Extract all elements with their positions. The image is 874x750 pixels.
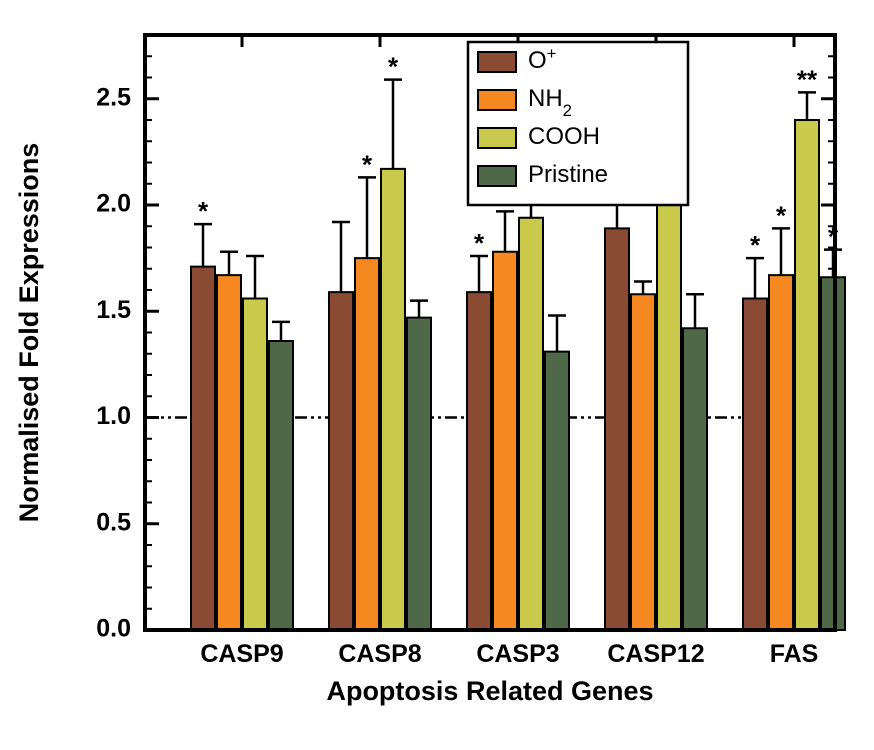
y-tick-label: 2.5 [96,83,131,111]
bar [683,328,707,630]
bar [243,299,267,631]
bar [743,299,767,631]
x-tick-label: CASP9 [200,640,283,668]
x-tick-label: CASP12 [607,640,704,668]
significance-marker: * [388,52,399,82]
y-tick-label: 0.0 [96,615,131,643]
bar [355,258,379,630]
bar [795,120,819,630]
bar [217,275,241,630]
bar [269,341,293,630]
y-tick-label: 1.5 [96,296,131,324]
bar [191,267,215,630]
bar [631,294,655,630]
bar [329,292,353,630]
bar [467,292,491,630]
legend-swatch [478,52,516,72]
legend-label: COOH [528,123,600,150]
significance-marker: * [198,196,209,226]
y-axis-label: Normalised Fold Expressions [14,143,44,523]
bar [545,352,569,630]
significance-marker: * [474,228,485,258]
y-tick-label: 2.0 [96,190,131,218]
bar [605,228,629,630]
bar [407,318,431,630]
y-tick-label: 1.0 [96,402,131,430]
significance-marker: ** [797,64,818,94]
bar [519,218,543,630]
bar [493,252,517,630]
bar-chart: 0.00.51.01.52.02.5*************CASP9CASP… [0,0,874,750]
x-tick-label: CASP8 [338,640,421,668]
bar [769,275,793,630]
x-axis-label: Apoptosis Related Genes [326,676,653,706]
significance-marker: * [362,149,373,179]
legend: O+NH2COOHPristine [468,42,688,205]
legend-swatch [478,128,516,148]
legend-swatch [478,166,516,186]
significance-marker: * [750,230,761,260]
legend-label: Pristine [528,161,608,188]
x-tick-label: CASP3 [476,640,559,668]
bar [657,192,681,630]
x-tick-label: FAS [770,640,819,668]
legend-swatch [478,90,516,110]
bar [381,169,405,630]
chart-container: 0.00.51.01.52.02.5*************CASP9CASP… [0,0,874,750]
significance-marker: * [776,200,787,230]
y-tick-label: 0.5 [96,508,131,536]
